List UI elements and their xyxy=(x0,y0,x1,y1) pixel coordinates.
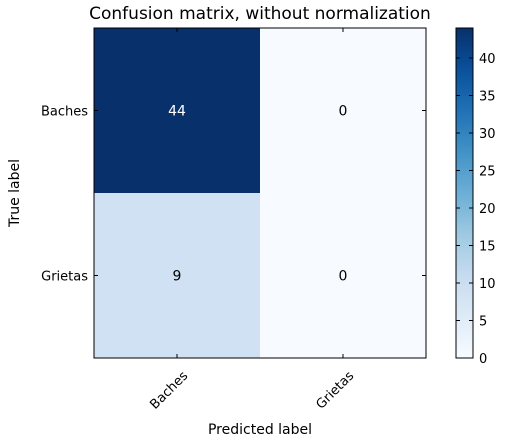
y-axis-ticks: Baches Grietas xyxy=(41,105,426,285)
y-tick-label: Baches xyxy=(41,105,88,120)
heatmap-cell xyxy=(94,193,260,358)
cell-value-label: 9 xyxy=(173,269,182,285)
colorbar-tick-label: 40 xyxy=(479,52,496,67)
colorbar-tick-label: 35 xyxy=(479,90,496,105)
colorbar-tick-label: 20 xyxy=(479,202,496,217)
colorbar-ticks: 0 5 10 15 20 25 30 35 40 xyxy=(456,52,496,367)
plot-frame xyxy=(93,27,427,359)
chart-title: Confusion matrix, without normalization xyxy=(89,4,431,24)
colorbar-tick-label: 15 xyxy=(479,240,496,255)
colorbar-tick-label: 0 xyxy=(479,352,487,367)
cell-value-label: 0 xyxy=(339,269,348,285)
x-axis-label: Predicted label xyxy=(208,422,312,438)
heatmap-cells xyxy=(94,28,426,358)
heatmap-cell xyxy=(94,28,260,193)
y-tick-label: Grietas xyxy=(41,270,88,285)
colorbar-tick-label: 10 xyxy=(479,277,496,292)
cell-value-label: 0 xyxy=(339,104,348,120)
cell-labels: 44 0 9 0 xyxy=(168,104,347,285)
colorbar-tick-label: 5 xyxy=(479,315,487,330)
cell-value-label: 44 xyxy=(168,104,186,120)
y-axis-label: True label xyxy=(7,159,23,228)
heatmap-cell xyxy=(260,193,426,358)
heatmap-cell xyxy=(260,28,426,193)
x-tick-label: Baches xyxy=(147,368,191,412)
colorbar xyxy=(455,27,474,359)
x-tick-label: Grietas xyxy=(314,369,358,413)
colorbar-tick-label: 25 xyxy=(479,165,496,180)
colorbar-tick-label: 30 xyxy=(479,127,496,142)
